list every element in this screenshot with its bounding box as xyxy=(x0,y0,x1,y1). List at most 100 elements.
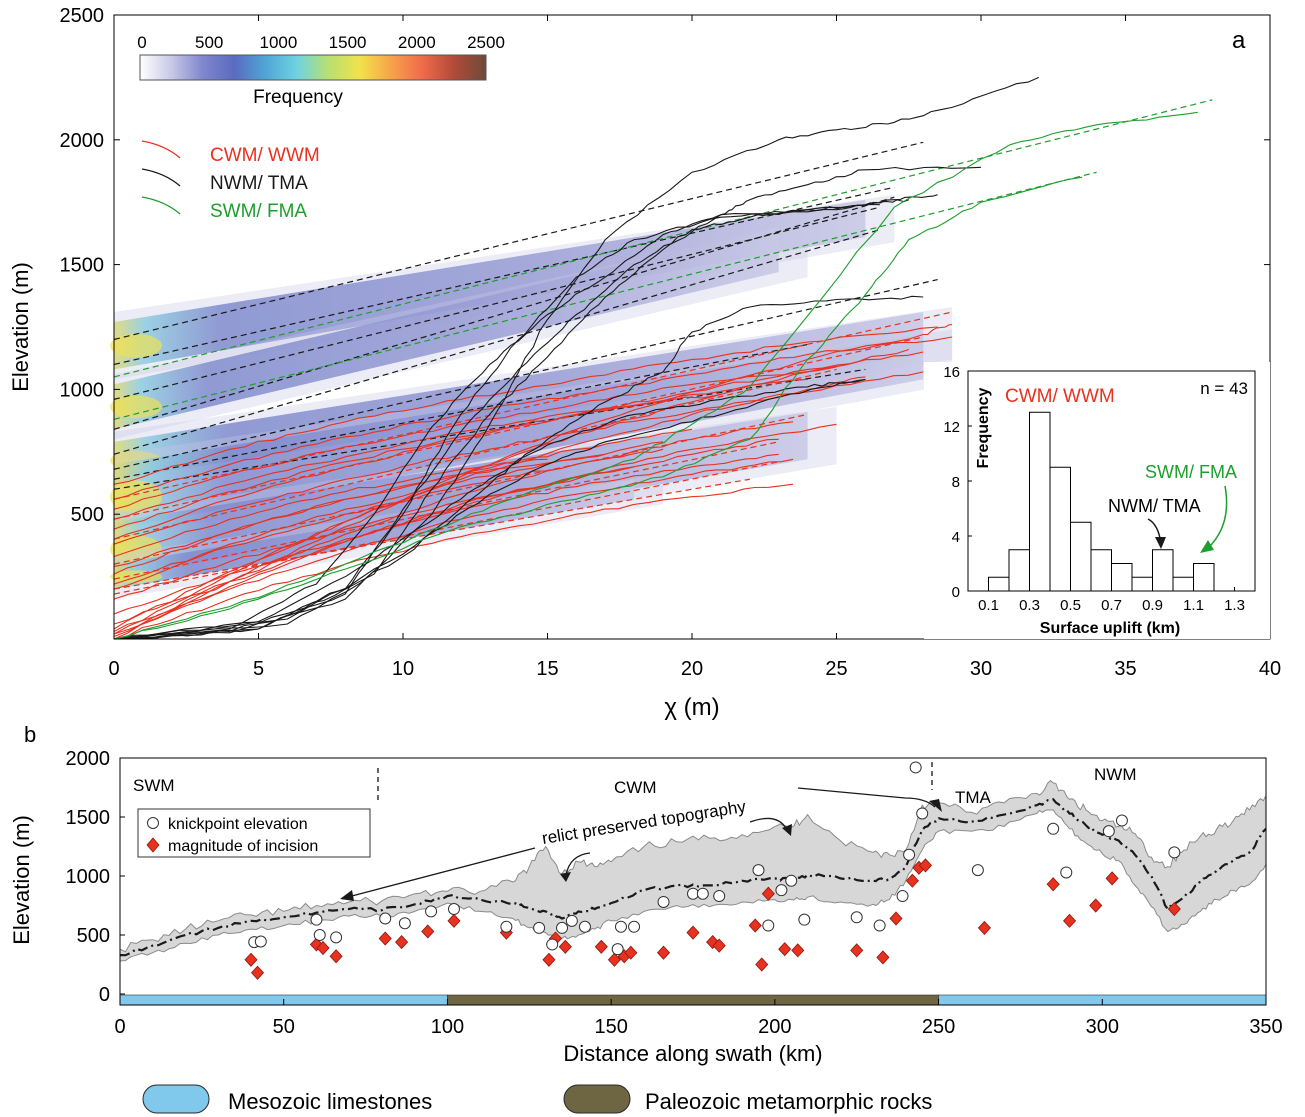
legend-label-limestones: Mesozoic limestones xyxy=(228,1089,432,1114)
legend-label: SWM/ FMA xyxy=(210,201,307,222)
fit-line xyxy=(113,311,953,500)
histogram-bar xyxy=(1193,563,1215,592)
incision-marker xyxy=(1046,877,1060,892)
histogram-bar xyxy=(1049,466,1071,592)
annotation-arrowhead-4 xyxy=(929,799,942,812)
knickpoint-marker xyxy=(533,921,546,934)
knickpoint-marker xyxy=(916,807,929,820)
river-profile xyxy=(113,448,664,585)
incision-marker xyxy=(624,945,638,960)
x-tick-label: 50 xyxy=(273,1016,295,1038)
incision-marker xyxy=(905,873,919,888)
river-profile xyxy=(113,336,953,500)
knickpoint-marker xyxy=(611,943,624,956)
incision-marker xyxy=(755,957,769,972)
inset-ylabel: Frequency xyxy=(975,387,992,468)
panel-b-y-axis: 0 500 1000 1500 2000 xyxy=(66,748,125,1006)
x-tick-label: 35 xyxy=(1114,658,1136,680)
colorbar-bar xyxy=(139,54,487,81)
knickpoint-marker xyxy=(398,917,411,930)
legend-knickpoint-marker xyxy=(147,817,159,829)
inset-region-label: CWM/ WWM xyxy=(1005,386,1115,407)
lithology-strip xyxy=(119,994,1267,1006)
knickpoint-marker xyxy=(909,761,922,774)
panel-b: b 0 50 100 150 200 250 300 350 0 500 1000 1500 2000… xyxy=(9,722,1283,1066)
inset-nwm-annotation: NWM/ TMA xyxy=(1108,496,1201,516)
histogram-bar xyxy=(1152,549,1174,592)
knickpoint-marker xyxy=(1102,825,1115,838)
fit-line xyxy=(113,196,895,430)
colorbar-tick-label: 2000 xyxy=(398,33,436,52)
incision-marker xyxy=(850,943,864,958)
river-profile xyxy=(113,166,982,640)
colorbar: 0 500 1000 1500 2000 2500 Frequency xyxy=(137,33,505,108)
panel-a-ylabel: Elevation (m) xyxy=(8,262,33,392)
river-profile xyxy=(113,194,938,640)
inset-x-tick-label: 1.1 xyxy=(1183,597,1204,614)
incision-marker xyxy=(1062,913,1077,928)
legend-knickpoint-label: knickpoint elevation xyxy=(168,816,308,833)
incision-marker xyxy=(447,913,461,928)
region-label-nwm: NWM xyxy=(1094,765,1136,784)
legend-label: CWM/ WWM xyxy=(210,145,320,166)
knickpoint-marker xyxy=(556,921,569,934)
fit-line xyxy=(113,441,779,580)
histogram-bar xyxy=(1131,576,1153,592)
inset-x-tick-label: 0.3 xyxy=(1019,597,1040,614)
fit-lines xyxy=(113,99,1213,595)
fit-line xyxy=(113,186,895,366)
river-profile xyxy=(113,393,722,520)
knickpoint-marker xyxy=(657,895,670,908)
river-profile xyxy=(113,428,693,568)
x-tick-label: 250 xyxy=(922,1016,955,1038)
x-tick-label: 0 xyxy=(114,1016,125,1038)
panel-b-legend: knickpoint elevation magnitude of incisi… xyxy=(137,808,371,858)
incision-marker xyxy=(686,925,700,940)
colorbar-tick-label: 2500 xyxy=(467,33,505,52)
knickpoint-marker xyxy=(425,905,438,918)
y-tick-label: 2000 xyxy=(60,130,105,152)
y-tick-label: 1500 xyxy=(66,807,111,829)
density-peak xyxy=(110,395,162,419)
river-profile xyxy=(113,453,779,615)
incision-marker xyxy=(607,952,621,967)
incision-marker xyxy=(250,965,265,980)
inset-n-label: n = 43 xyxy=(1200,379,1248,398)
incision-marker xyxy=(748,918,762,933)
knickpoint-marker xyxy=(1060,866,1073,879)
inset-y-tick-label: 8 xyxy=(952,474,960,491)
fit-line xyxy=(113,141,924,341)
panel-a-y-axis: 500 1000 1500 2000 2500 xyxy=(60,5,1270,526)
incision-marker xyxy=(876,950,890,965)
density-band-halo xyxy=(114,222,808,440)
knickpoint-marker xyxy=(628,920,641,933)
river-profiles xyxy=(113,76,1198,640)
river-profile xyxy=(113,378,808,530)
river-profile xyxy=(113,323,953,640)
annotation-arrowhead-3 xyxy=(782,824,792,836)
histogram-bar xyxy=(1090,549,1112,592)
incision-marker xyxy=(712,938,726,953)
knickpoint-markers xyxy=(248,761,1181,956)
incision-marker xyxy=(761,886,775,901)
histogram-bar xyxy=(1029,411,1051,592)
density-bands xyxy=(110,194,953,600)
panel-b-x-axis: 0 50 100 150 200 250 300 350 xyxy=(114,999,1283,1038)
colorbar-tick-label: 500 xyxy=(195,33,223,52)
incision-marker xyxy=(1089,898,1103,913)
knickpoint-marker xyxy=(896,890,909,903)
knickpoint-marker xyxy=(379,912,392,925)
fit-line xyxy=(113,368,866,490)
incision-marker xyxy=(977,920,991,936)
inset-swm-arrow xyxy=(1207,485,1228,549)
knickpoint-marker xyxy=(254,935,267,948)
legend-swatch-limestones xyxy=(142,1084,210,1114)
incision-marker xyxy=(558,939,572,954)
knickpoint-marker xyxy=(798,913,811,926)
river-profile xyxy=(113,348,909,635)
knickpoint-marker xyxy=(614,920,627,933)
river-profile xyxy=(113,351,924,540)
panel-a-x-axis: 0 5 10 15 20 25 30 35 40 xyxy=(108,15,1281,680)
histogram-bar xyxy=(1070,521,1092,592)
fit-line xyxy=(113,206,880,400)
